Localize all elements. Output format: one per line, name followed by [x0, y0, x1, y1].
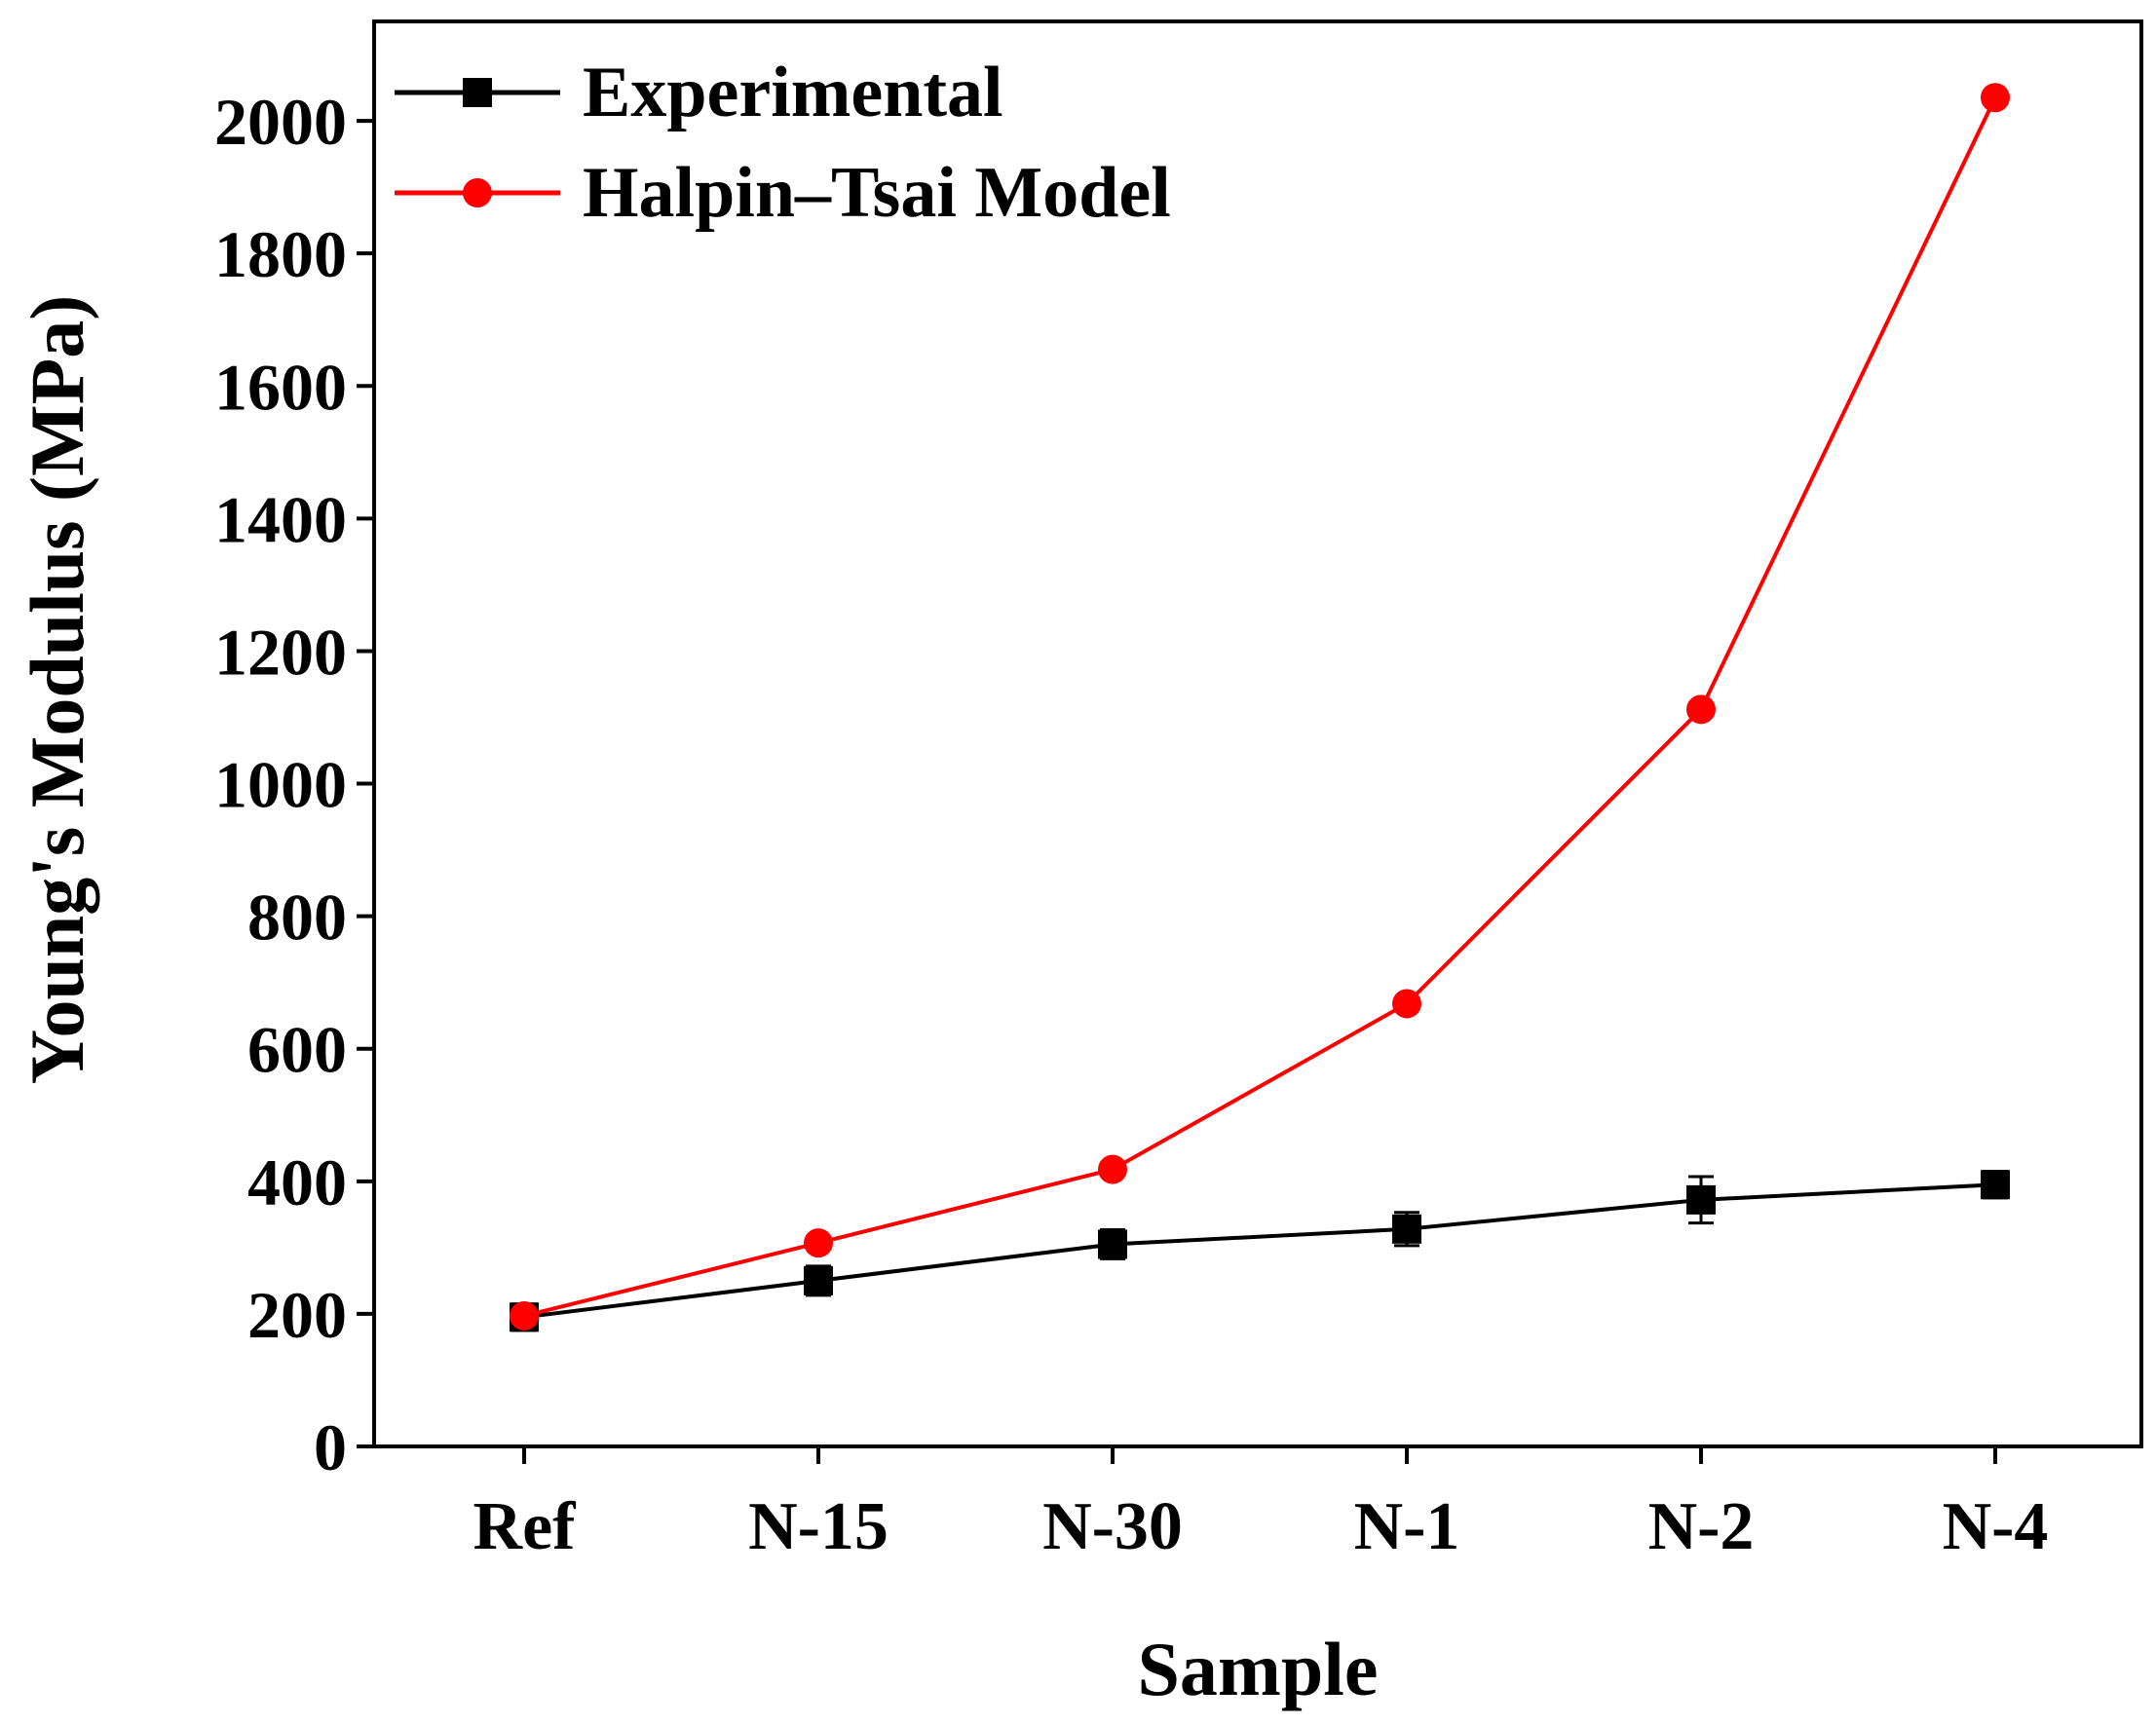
- y-tick-label: 1200: [214, 615, 347, 689]
- x-axis-label: Sample: [1137, 1627, 1378, 1711]
- data-point: [510, 1300, 539, 1331]
- data-point: [1686, 694, 1716, 725]
- data-point: [1098, 1229, 1127, 1259]
- data-point: [804, 1228, 833, 1258]
- legend-marker: [463, 78, 492, 107]
- legend-label: Halpin–Tsai Model: [583, 153, 1171, 233]
- x-tick-label: N-1: [1354, 1489, 1460, 1564]
- legend-label: Experimental: [583, 53, 1003, 132]
- series-1: [510, 1170, 2010, 1332]
- series-2: [510, 83, 2010, 1331]
- y-tick-label: 0: [314, 1410, 347, 1484]
- x-tick-label: N-30: [1042, 1489, 1183, 1564]
- data-point: [1686, 1184, 1716, 1215]
- data-point: [1392, 989, 1421, 1019]
- x-tick-label: N-4: [1943, 1489, 2049, 1564]
- y-tick-label: 600: [247, 1013, 347, 1087]
- y-tick-label: 1000: [214, 748, 347, 822]
- y-tick-label: 1400: [214, 482, 347, 556]
- data-point: [1981, 1170, 2010, 1200]
- y-tick-label: 2000: [214, 85, 347, 159]
- series-line: [523, 96, 1997, 1318]
- y-tick-label: 1600: [214, 350, 347, 424]
- y-tick-label: 1800: [214, 217, 347, 291]
- y-tick-label: 400: [247, 1145, 347, 1219]
- data-point: [1098, 1154, 1127, 1184]
- series-layer: [510, 83, 2010, 1332]
- x-tick-label: Ref: [473, 1489, 577, 1564]
- y-tick-label: 800: [247, 881, 347, 955]
- legend-marker: [463, 178, 492, 207]
- x-axis: Ref N-15 N-30 N-1 N-2 N-4: [473, 1446, 2049, 1564]
- x-tick-label: N-15: [748, 1489, 889, 1564]
- y-tick-label: 200: [247, 1278, 347, 1352]
- data-point: [804, 1265, 833, 1295]
- data-point: [1392, 1214, 1421, 1244]
- y-axis-label: Young's Modulus (MPa): [15, 295, 99, 1084]
- x-tick-label: N-2: [1648, 1489, 1755, 1564]
- plot-frame: [372, 19, 2143, 1448]
- y-axis: 0 200 400 600 800 1000 1200 1400 1600 1800 2000: [214, 85, 374, 1484]
- series-line: [523, 1182, 1996, 1320]
- legend: Experimental Halpin–Tsai Model: [395, 53, 1171, 233]
- data-point: [1981, 83, 2010, 113]
